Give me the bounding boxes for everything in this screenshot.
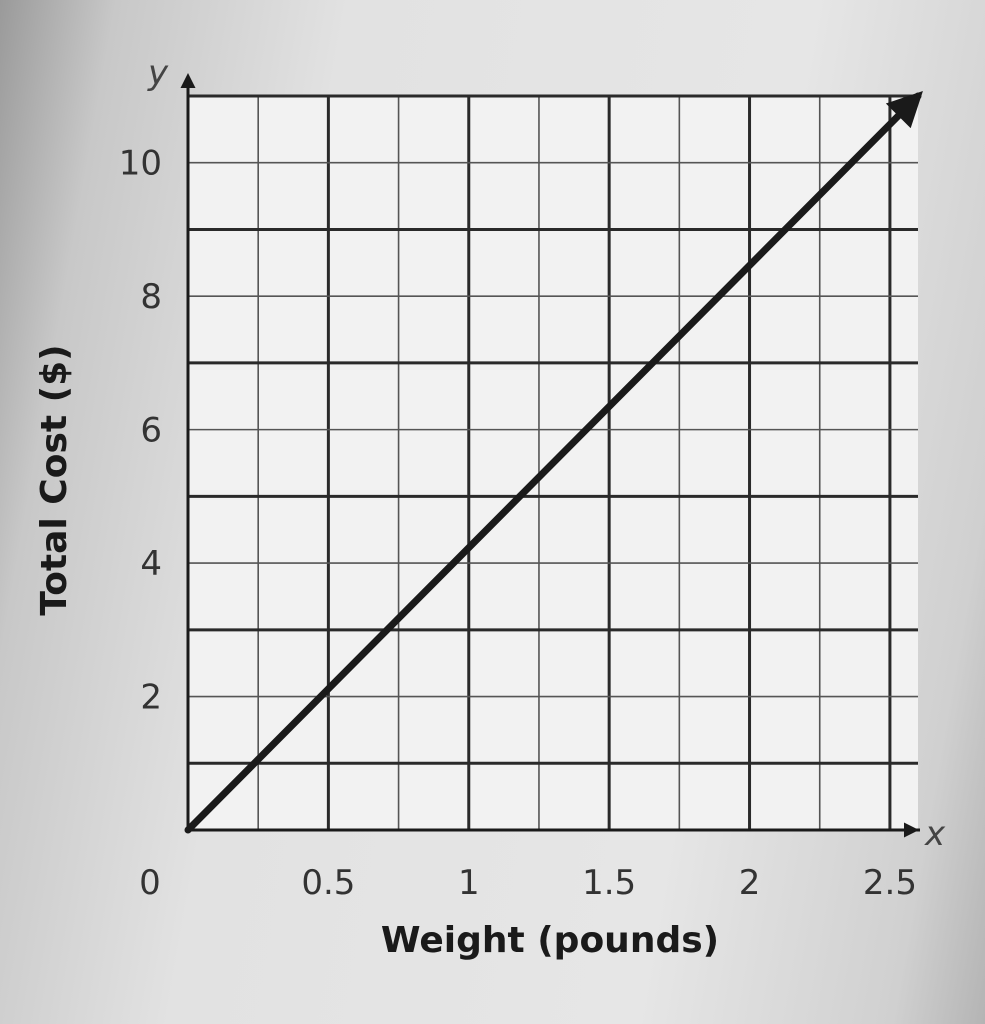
grid xyxy=(188,94,918,830)
series-line xyxy=(184,91,923,834)
x-tick-label: 0.5 xyxy=(301,863,355,903)
x-tick-label: 0 xyxy=(139,863,161,903)
tick-labels: 0 0.5 1 1.5 2 2.5 2 4 6 8 10 xyxy=(119,144,917,903)
y-axis-title: Total Cost ($) xyxy=(34,344,75,615)
x-axis-title: Weight (pounds) xyxy=(381,920,719,961)
y-tick-label: 10 xyxy=(119,144,162,184)
x-tick-label: 1.5 xyxy=(582,863,636,903)
y-tick-label: 8 xyxy=(140,277,162,317)
y-tick-label: 4 xyxy=(140,544,162,584)
y-tick-label: 6 xyxy=(140,411,162,451)
x-tick-label: 2 xyxy=(739,863,761,903)
x-tick-label: 1 xyxy=(458,863,480,903)
axes xyxy=(180,73,920,838)
y-axis-variable: y xyxy=(147,53,169,93)
series-group xyxy=(184,91,923,834)
y-tick-label: 2 xyxy=(140,678,162,718)
x-tick-label: 2.5 xyxy=(863,863,917,903)
x-axis-variable: x xyxy=(924,814,946,854)
